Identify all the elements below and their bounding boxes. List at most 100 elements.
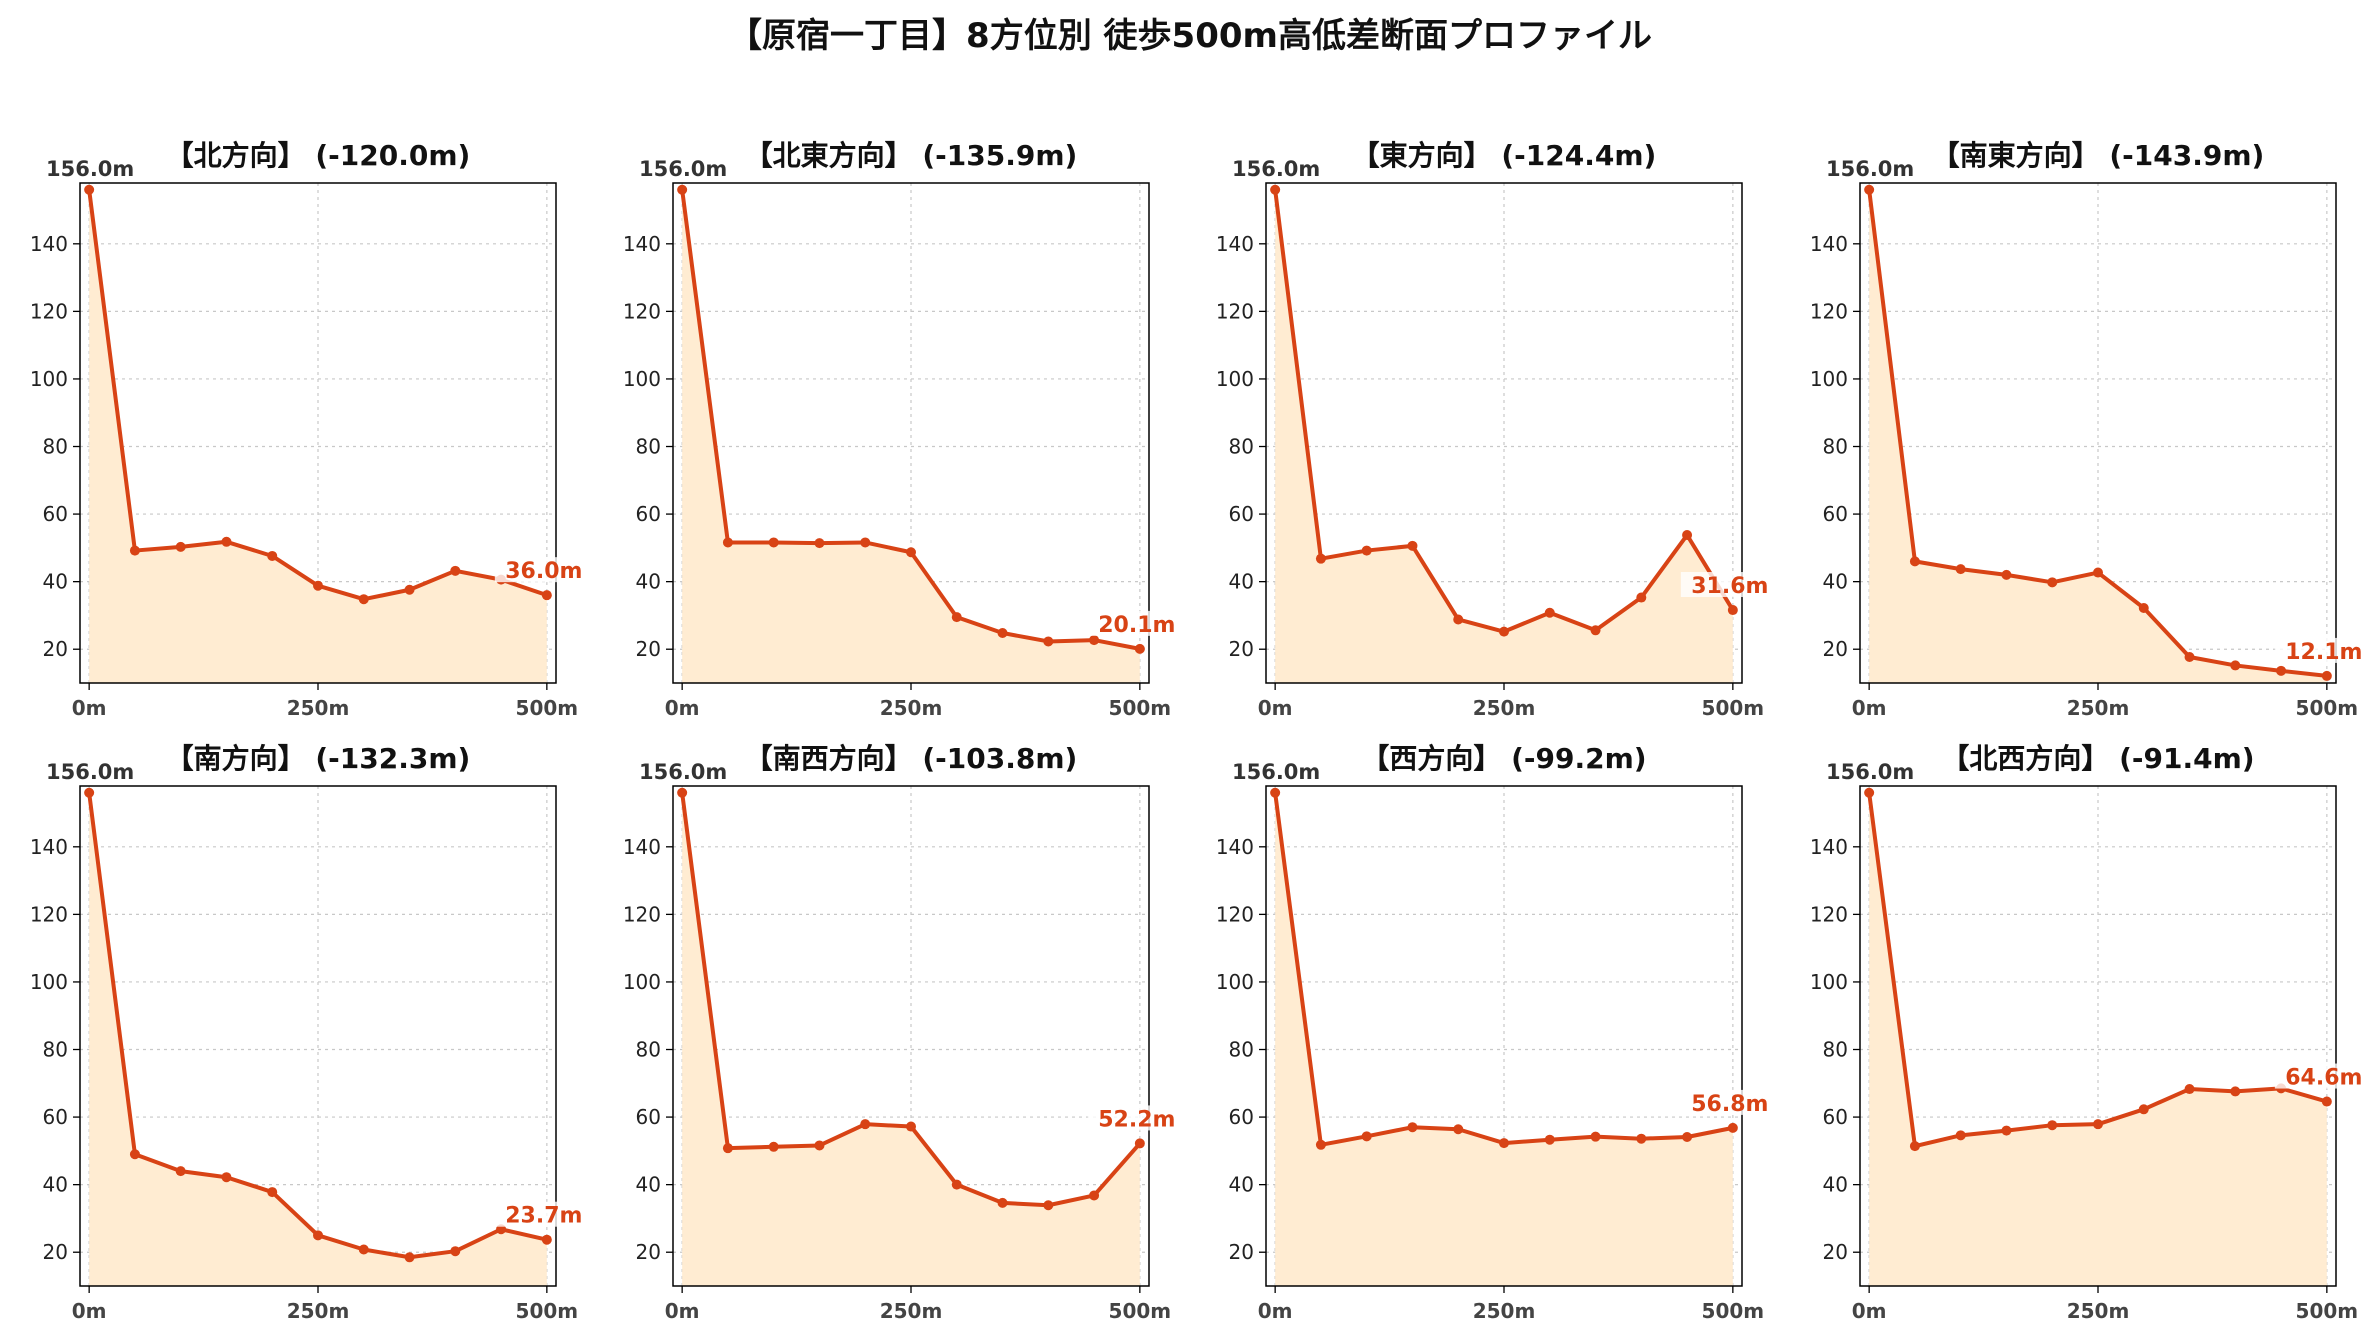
chart-panel-5: 20 40 60 80 100 120 140 0m 250m 500m 【南西方向】 (-103.… [623,742,1176,1323]
panel-title: 【北方向】 (-120.0m) [166,139,471,172]
data-point [496,1224,507,1235]
data-point [1682,1132,1693,1143]
end-label-bg [1087,610,1162,636]
data-point [2184,1084,2195,1095]
data-point [906,547,916,558]
data-point [358,1244,369,1255]
y-tick-label: 140 [1216,232,1254,256]
data-point [722,537,733,548]
data-point [1636,592,1647,603]
x-tick-label: 500m [516,696,579,720]
data-point [1043,1200,1054,1211]
panel-title: 【北西方向】 (-91.4m) [1941,742,2254,775]
data-point [1544,1134,1555,1145]
data-point [951,612,962,623]
start-label-bg [1225,758,1326,785]
data-point [2321,1096,2332,1107]
x-tick-label: 500m [2296,696,2359,720]
y-tick-label: 120 [1810,902,1848,926]
y-tick-label: 100 [1216,970,1254,994]
y-tick-label: 40 [636,1173,661,1197]
y-tick-label: 140 [623,835,661,859]
data-point [267,1187,278,1198]
data-point [2138,603,2149,613]
data-point [814,538,825,549]
data-point [1590,625,1601,636]
x-tick-label: 250m [287,696,350,720]
data-point [1909,1141,1920,1152]
data-point [1407,540,1418,551]
y-tick-label: 40 [1823,570,1848,594]
start-elevation-label: 156.0m [1232,760,1320,784]
y-tick-label: 60 [43,502,68,526]
data-point [313,1230,323,1241]
x-tick-label: 0m [72,1299,107,1323]
y-tick-label: 40 [1229,1173,1254,1197]
end-label-bg [1680,572,1755,598]
y-tick-label: 80 [1823,1038,1848,1062]
panel-title: 【南西方向】 (-103.8m) [745,742,1078,775]
x-tick-label: 250m [2067,1299,2130,1323]
end-elevation-label: 52.2m [1098,1107,1175,1132]
y-tick-label: 100 [623,367,661,391]
data-point [2276,665,2287,676]
start-elevation-label: 156.0m [1826,157,1914,181]
elevation-area [1869,189,2327,683]
data-point [997,628,1008,638]
x-tick-label: 500m [1702,696,1765,720]
x-tick-label: 500m [1109,1299,1172,1323]
y-tick-label: 120 [623,902,661,926]
panel-title: 【東方向】 (-124.4m) [1352,139,1657,172]
y-tick-label: 100 [1810,367,1848,391]
data-point [175,1166,186,1177]
x-tick-label: 0m [72,696,107,720]
data-point [1909,556,1920,567]
y-tick-label: 20 [1229,637,1254,661]
data-point [1361,545,1372,556]
data-point [2138,1104,2149,1115]
data-point [2093,567,2103,578]
data-point [814,1140,825,1151]
y-tick-label: 40 [636,570,661,594]
data-point [1864,787,1875,798]
y-tick-label: 140 [30,835,68,859]
end-label-bg [494,1201,569,1227]
end-label-bg [1087,1105,1162,1131]
elevation-area [89,792,547,1286]
y-tick-label: 100 [1216,367,1254,391]
chart-panel-6: 20 40 60 80 100 120 140 0m 250m 500m 【西方向】 (-99.2m… [1216,742,1769,1323]
y-tick-label: 20 [1823,637,1848,661]
data-point [541,1234,552,1245]
data-point [677,787,688,798]
y-tick-label: 20 [1823,1240,1848,1264]
panel-title: 【南東方向】 (-143.9m) [1932,139,2265,172]
elevation-area [682,189,1140,683]
data-point [267,550,278,561]
data-point [1270,787,1281,798]
chart-panel-7: 20 40 60 80 100 120 140 0m 250m 500m 【北西方向】 (-91.4… [1810,742,2363,1323]
panel-title: 【南方向】 (-132.3m) [166,742,471,775]
data-point [1089,1190,1100,1201]
y-tick-label: 80 [43,1038,68,1062]
x-tick-label: 0m [665,1299,700,1323]
y-tick-label: 80 [43,435,68,459]
y-tick-label: 60 [43,1105,68,1129]
data-point [768,537,779,548]
end-elevation-label: 64.6m [2285,1066,2362,1091]
data-point [541,590,552,601]
x-tick-label: 250m [880,696,943,720]
data-point [404,584,415,595]
data-point [221,1172,232,1183]
y-tick-label: 140 [1810,232,1848,256]
y-tick-label: 80 [636,435,661,459]
elevation-area [89,189,547,683]
data-point [1636,1133,1647,1144]
data-point [450,565,461,576]
y-tick-label: 60 [1823,1105,1848,1129]
end-label-bg [494,557,569,583]
data-point [1270,184,1281,195]
x-tick-label: 0m [1852,1299,1887,1323]
start-label-bg [39,758,140,785]
end-elevation-label: 36.0m [505,559,582,584]
y-tick-label: 80 [1823,435,1848,459]
